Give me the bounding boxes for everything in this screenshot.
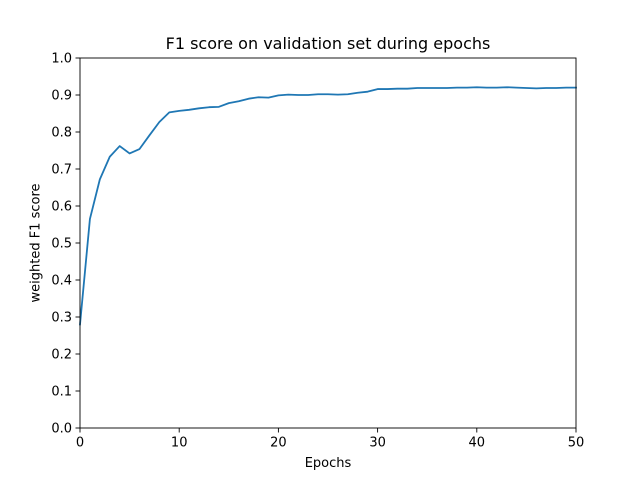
x-axis-title: Epochs: [305, 456, 352, 471]
series-line: [79, 86, 577, 326]
y-tick-label: 0.6: [51, 200, 72, 215]
y-tick-label: 0.2: [51, 348, 72, 363]
y-tick-label: 0.5: [51, 237, 72, 252]
chart-title: F1 score on validation set during epochs: [166, 34, 491, 53]
y-tick-label: 0.1: [51, 385, 72, 400]
y-tick-label: 0.4: [51, 274, 72, 289]
x-tick-label: 0: [76, 436, 84, 451]
x-tick-label: 50: [568, 436, 585, 451]
x-tick-label: 10: [171, 436, 188, 451]
y-tick-label: 1.0: [51, 52, 72, 67]
y-axis-title: weighted F1 score: [29, 183, 44, 302]
y-tick-label: 0.3: [51, 311, 72, 326]
x-tick-label: 30: [369, 436, 386, 451]
x-tick-label: 20: [270, 436, 287, 451]
y-tick-label: 0.8: [51, 126, 72, 141]
y-tick-label: 0.0: [51, 422, 72, 437]
axes-frame: [79, 57, 577, 429]
plot-area: 0 10 20 30 40 50 0.0 0.1 0.2 0.3 0.4 0.5 0.6 0.7 0.8 0.…: [51, 52, 584, 451]
y-tick-label: 0.7: [51, 163, 72, 178]
y-tick-label: 0.9: [51, 89, 72, 104]
x-tick-label: 40: [469, 436, 486, 451]
